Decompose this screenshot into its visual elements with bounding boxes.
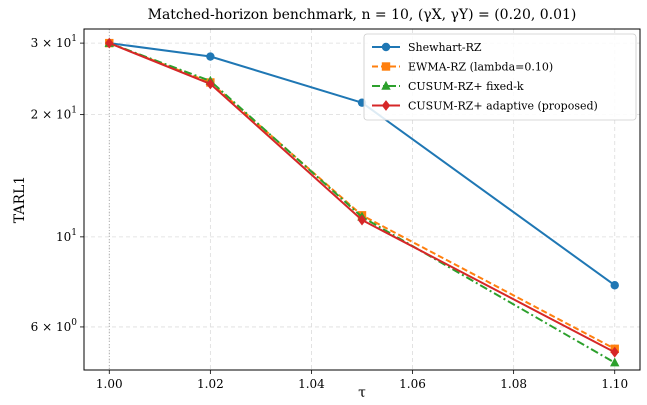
series-line-shewhart-rz [109,42,616,287]
y-tick-label: 2 × 101 [31,106,77,122]
y-tick-layer: 3 × 101 2 × 101 101 6 × 100 [31,34,84,334]
data-point [610,346,619,358]
y-axis-label: TARL1 [12,176,28,223]
data-point [206,52,215,61]
x-tick-label: 1.08 [500,377,527,391]
chart-title: Matched-horizon benchmark, n = 10, (γX, … [148,7,577,23]
legend-label: Shewhart-RZ [408,41,482,54]
legend-label: CUSUM-RZ+ adaptive (proposed) [408,100,598,113]
legend-swatch-marker [381,62,391,71]
data-point [105,37,114,49]
legend-swatch-marker [381,100,391,111]
x-tick-label: 1.04 [298,377,325,391]
x-tick-layer: 1.00 1.02 1.04 1.06 1.08 1.10 [96,370,628,391]
data-point [206,78,215,90]
x-tick-label: 1.00 [96,377,123,391]
data-point [610,357,620,367]
legend: Shewhart-RZ EWMA-RZ (lambda=0.10) CUSUM-RZ… [363,33,637,121]
axes-frame [83,28,641,371]
legend-label: EWMA-RZ (lambda=0.10) [408,61,553,74]
series-line-cusum-rz-adaptive-proposed [108,42,616,354]
legend-swatch-marker [381,42,391,52]
x-axis-label: τ [358,385,366,401]
x-tick-label: 1.02 [197,377,224,391]
legend-label: CUSUM-RZ+ fixed-k [408,80,524,93]
legend-swatch-marker [381,80,391,90]
series-line-cusum-rz-fixed-k [108,42,616,364]
y-tick-label: 101 [56,228,77,244]
x-tick-label: 1.10 [601,377,628,391]
data-point [357,214,367,226]
legend-box [363,33,637,121]
x-tick-label: 1.06 [399,377,426,391]
data-point [610,281,619,290]
series-cusum-rz-adaptive-proposed [105,37,619,358]
y-tick-label: 6 × 100 [31,318,78,334]
y-tick-label: 3 × 101 [31,34,77,50]
